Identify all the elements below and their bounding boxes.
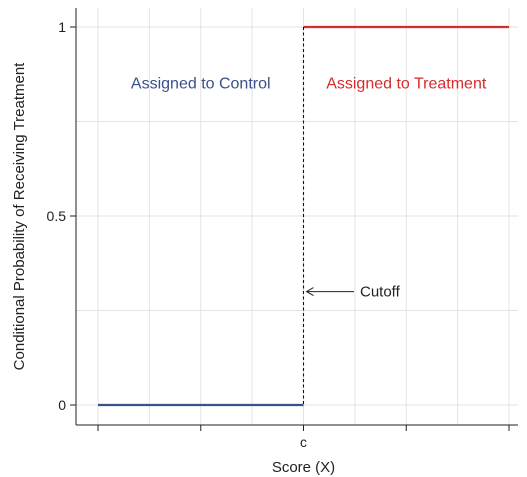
region-label-1: Assigned to Treatment bbox=[326, 76, 487, 93]
annotation-label-0: Cutoff bbox=[360, 284, 401, 301]
y-tick-label: 1 bbox=[58, 19, 66, 35]
x-axis-title: Score (X) bbox=[272, 459, 335, 476]
y-tick-label: 0.5 bbox=[47, 208, 67, 224]
y-tick-label: 0 bbox=[58, 397, 66, 413]
chart-labels: Assigned to Control Assigned to Treatment… bbox=[131, 76, 487, 301]
region-label-0: Assigned to Control bbox=[131, 76, 271, 93]
series-layer bbox=[98, 25, 509, 407]
grid bbox=[76, 8, 518, 425]
y-axis-title: Conditional Probability of Receiving Tre… bbox=[11, 62, 28, 370]
x-tick-label: c bbox=[300, 434, 307, 450]
annotation-arrow-head bbox=[305, 287, 314, 297]
axis-ticks: c 0 0.5 1 bbox=[47, 19, 510, 450]
